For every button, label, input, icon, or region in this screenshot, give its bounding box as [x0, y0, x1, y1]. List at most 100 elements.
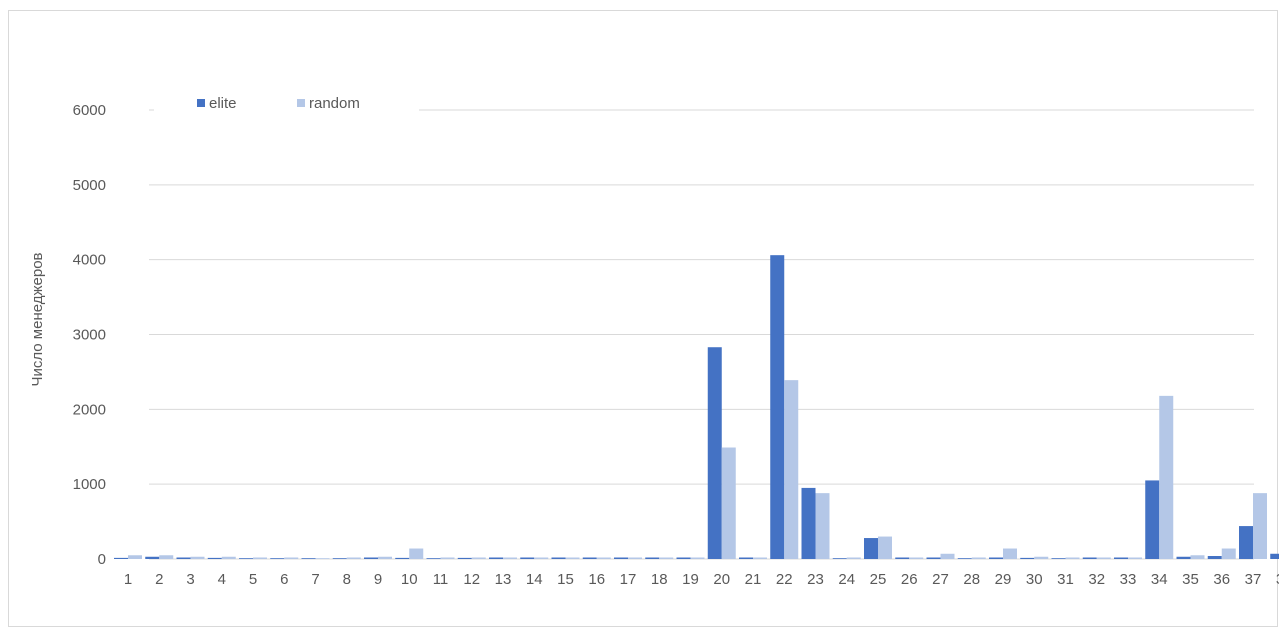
x-tick-label: 31	[1057, 571, 1074, 588]
bar-random-27	[940, 553, 955, 559]
bar-random-7	[315, 558, 330, 559]
legend-label-random: random	[309, 95, 360, 112]
y-tick-label: 4000	[73, 252, 106, 269]
x-tick-label: 19	[682, 571, 699, 588]
x-tick-label: 9	[374, 571, 382, 588]
bar-elite-4	[207, 557, 222, 559]
bar-random-1	[128, 555, 142, 559]
x-tick-label: 20	[713, 571, 730, 588]
x-tick-label: 27	[932, 571, 949, 588]
x-tick-label: 1	[124, 571, 132, 588]
bar-elite-14	[520, 557, 535, 559]
x-tick-label: 25	[870, 571, 887, 588]
x-tick-label: 37	[1245, 571, 1262, 588]
bar-random-21	[753, 557, 767, 559]
x-tick-label: 2	[155, 571, 163, 588]
bar-random-2	[159, 555, 174, 559]
bar-random-18	[659, 557, 674, 559]
legend-background	[154, 95, 419, 121]
chart-area: 0 1000 2000 3000 4000 5000 6000 Число менеджер…	[8, 10, 1279, 627]
x-tick-label: 21	[745, 571, 762, 588]
bar-random-25	[878, 536, 892, 559]
bar-random-29	[1003, 548, 1017, 559]
x-tick-label: 38	[1276, 571, 1279, 588]
bar-random-28	[971, 557, 986, 559]
bar-random-9	[378, 556, 392, 559]
y-tick-label: 2000	[73, 401, 106, 418]
bar-elite-26	[895, 557, 910, 559]
bar-elite-30	[1020, 557, 1035, 559]
legend-label-elite: elite	[209, 95, 237, 112]
x-tick-label: 28	[963, 571, 980, 588]
x-tick-label: 22	[776, 571, 793, 588]
bar-elite-15	[551, 557, 566, 559]
y-tick-label: 0	[98, 551, 106, 568]
x-tick-label: 11	[433, 571, 449, 588]
bar-random-30	[1034, 556, 1049, 559]
y-tick-label: 5000	[73, 177, 106, 194]
x-tick-label: 10	[401, 571, 418, 588]
bar-random-16	[596, 557, 611, 559]
bar-random-20	[721, 447, 736, 559]
bar-elite-8	[332, 558, 347, 559]
x-tick-label: 32	[1088, 571, 1105, 588]
bar-random-32	[1096, 557, 1111, 559]
x-tick-label: 26	[901, 571, 918, 588]
x-tick-label: 24	[838, 571, 855, 588]
bar-elite-5	[239, 558, 253, 559]
bar-elite-23	[801, 487, 816, 559]
bar-random-19	[690, 557, 705, 559]
x-tick-label: 34	[1151, 571, 1168, 588]
y-tick-label: 1000	[73, 476, 106, 493]
bar-random-12	[471, 557, 486, 559]
x-tick-label: 16	[588, 571, 605, 588]
legend-swatch-random	[297, 99, 305, 107]
x-tick-label: 7	[311, 571, 319, 588]
x-tick-label: 30	[1026, 571, 1043, 588]
bar-random-33	[1128, 557, 1142, 559]
bar-elite-20	[707, 347, 722, 559]
bar-elite-32	[1082, 557, 1097, 559]
x-tick-label: 8	[343, 571, 351, 588]
x-tick-label: 23	[807, 571, 824, 588]
bar-chart: 0 1000 2000 3000 4000 5000 6000 Число менеджер…	[29, 95, 1279, 588]
y-axis-title: Число менеджеров	[29, 252, 46, 386]
x-tick-label: 4	[218, 571, 226, 588]
bar-elite-29	[989, 557, 1003, 559]
x-tick-label: 29	[995, 571, 1012, 588]
bar-random-5	[253, 557, 267, 559]
legend: elite random	[154, 95, 419, 121]
x-tick-label: 35	[1182, 571, 1199, 588]
bar-random-35	[1190, 555, 1205, 559]
y-axis-ticks: 0 1000 2000 3000 4000 5000 6000	[73, 102, 106, 568]
x-tick-label: 6	[280, 571, 288, 588]
bar-elite-34	[1145, 480, 1160, 559]
bar-elite-6	[270, 558, 285, 559]
x-tick-label: 14	[526, 571, 543, 588]
bar-elite-13	[489, 557, 503, 559]
bar-elite-1	[114, 557, 128, 559]
bar-random-14	[534, 557, 549, 559]
x-tick-label: 12	[463, 571, 480, 588]
x-tick-label: 18	[651, 571, 668, 588]
bar-elite-25	[864, 538, 878, 559]
bar-elite-7	[301, 558, 316, 559]
bar-elite-17	[614, 557, 628, 559]
bar-random-22	[784, 380, 799, 559]
bar-random-23	[815, 493, 830, 559]
bar-elite-18	[645, 557, 660, 559]
bar-elite-36	[1207, 556, 1222, 559]
bar-elite-27	[926, 557, 941, 559]
bar-elite-19	[676, 557, 691, 559]
bar-random-8	[346, 557, 361, 559]
bar-elite-24	[832, 558, 847, 559]
bar-random-3	[190, 556, 205, 559]
bar-elite-35	[1176, 556, 1191, 559]
bar-elite-31	[1051, 558, 1066, 559]
y-tick-label: 6000	[73, 102, 106, 119]
bar-elite-38	[1270, 553, 1279, 559]
x-tick-label: 5	[249, 571, 257, 588]
bar-random-10	[409, 548, 424, 559]
x-tick-label: 17	[620, 571, 637, 588]
bar-elite-11	[426, 558, 441, 559]
